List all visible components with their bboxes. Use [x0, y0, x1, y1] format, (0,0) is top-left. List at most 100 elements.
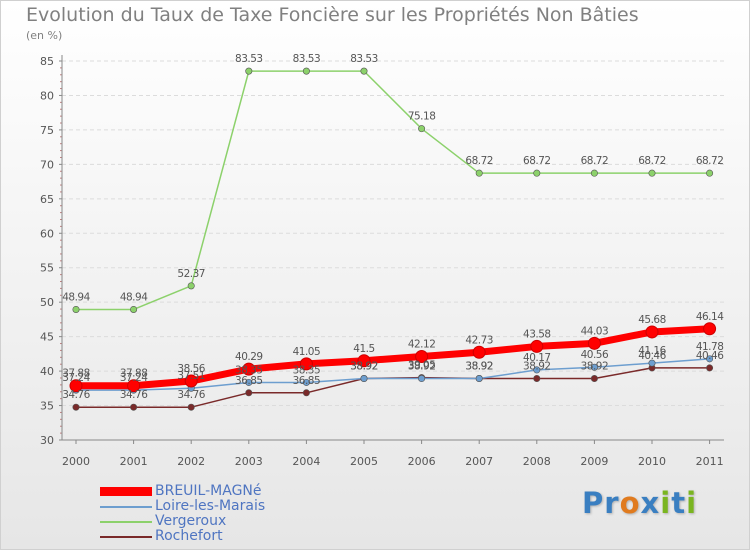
data-point: [415, 349, 429, 363]
legend-label: BREUIL-MAGNé: [155, 483, 262, 499]
data-point: [590, 169, 598, 177]
data-label: 45.68: [638, 314, 666, 326]
data-label: 38.92: [408, 361, 436, 373]
data-point: [242, 362, 256, 376]
y-tick-label: 70: [40, 158, 54, 171]
data-point: [187, 282, 195, 290]
data-label: 48.94: [62, 291, 90, 303]
data-label: 39.05: [408, 360, 436, 372]
legend-item: Rochefort: [100, 528, 360, 544]
data-label: 41.16: [638, 345, 666, 357]
legend-swatch: [100, 487, 152, 496]
data-point: [245, 67, 253, 75]
data-label: 41.78: [696, 341, 724, 353]
data-point: [245, 378, 253, 386]
data-point: [72, 305, 80, 313]
x-tick-label: 2003: [235, 455, 263, 468]
data-point: [418, 375, 426, 383]
data-label: 40.46: [638, 350, 666, 362]
logo-letter: x: [640, 486, 661, 520]
x-tick-label: 2009: [580, 455, 608, 468]
data-label: 43.58: [523, 328, 551, 340]
data-point: [360, 67, 368, 75]
logo-letter: o: [619, 486, 641, 520]
series-line-Loire-les-Marais: [75, 358, 711, 391]
data-label: 38.35: [235, 364, 263, 376]
data-point: [706, 355, 714, 363]
data-label: 46.14: [696, 311, 724, 323]
y-tick-label: 75: [40, 124, 54, 137]
data-label: 37.51: [177, 370, 205, 382]
data-label: 38.92: [465, 361, 493, 373]
data-point: [357, 354, 371, 368]
data-point: [648, 169, 656, 177]
data-point: [590, 363, 598, 371]
y-tick-label: 40: [40, 365, 54, 378]
data-point: [587, 336, 601, 350]
x-tick-label: 2005: [350, 455, 378, 468]
y-tick-label: 45: [40, 331, 54, 344]
data-point: [130, 305, 138, 313]
data-point: [184, 374, 198, 388]
data-label: 75.18: [408, 111, 436, 123]
data-point: [302, 378, 310, 386]
data-label: 38.92: [350, 361, 378, 373]
data-label: 38.92: [581, 361, 609, 373]
legend-swatch: [100, 520, 152, 523]
data-label: 38.92: [465, 361, 493, 373]
legend-label: Rochefort: [155, 528, 223, 544]
data-label: 37.88: [62, 368, 90, 380]
data-label: 40.56: [581, 349, 609, 361]
data-label: 34.76: [177, 389, 205, 401]
data-label: 41.5: [353, 343, 374, 355]
proxiti-logo: Proxiti: [582, 486, 697, 520]
data-point: [648, 359, 656, 367]
data-label: 40.17: [523, 352, 551, 364]
data-point: [475, 169, 483, 177]
data-label: 37.24: [120, 372, 148, 384]
data-label: 38.35: [293, 364, 321, 376]
series-line-Vergeroux: [75, 70, 711, 311]
data-point: [299, 357, 313, 371]
x-tick-label: 2011: [696, 455, 724, 468]
legend: BREUIL-MAGNé Loire-les-Marais Vergeroux Roc…: [100, 483, 360, 544]
data-label: 34.76: [62, 389, 90, 401]
data-label: 68.72: [465, 155, 493, 167]
data-point: [130, 403, 138, 411]
data-label: 83.53: [235, 53, 263, 65]
x-tick-label: 2008: [523, 455, 551, 468]
x-tick-label: 2001: [120, 455, 148, 468]
data-point: [472, 345, 486, 359]
data-label: 38.56: [177, 363, 205, 375]
data-label: 36.85: [293, 375, 321, 387]
x-tick-label: 2004: [292, 455, 320, 468]
unit-label: (en %): [26, 29, 63, 42]
logo-letter: t: [671, 486, 687, 520]
series-line-BREUIL-MAGNé: [72, 325, 714, 390]
data-point: [533, 375, 541, 383]
data-label: 34.76: [120, 389, 148, 401]
x-tick-label: 2002: [177, 455, 205, 468]
data-point: [706, 364, 714, 372]
legend-item: Vergeroux: [100, 513, 360, 529]
legend-swatch: [100, 535, 152, 538]
x-tick-label: 2010: [638, 455, 666, 468]
data-point: [530, 339, 544, 353]
logo-letter: P: [582, 486, 605, 520]
logo-letter: i: [660, 486, 672, 520]
y-tick-label: 85: [40, 55, 54, 68]
y-tick-label: 55: [40, 262, 54, 275]
legend-swatch: [100, 505, 152, 508]
data-point: [72, 403, 80, 411]
data-label: 38.92: [350, 361, 378, 373]
data-point: [706, 169, 714, 177]
data-point: [245, 389, 253, 397]
data-point: [703, 322, 717, 336]
data-point: [475, 375, 483, 383]
data-label: 44.03: [581, 325, 609, 337]
data-label: 68.72: [581, 155, 609, 167]
series-line-Rochefort: [75, 367, 711, 408]
data-point: [533, 169, 541, 177]
